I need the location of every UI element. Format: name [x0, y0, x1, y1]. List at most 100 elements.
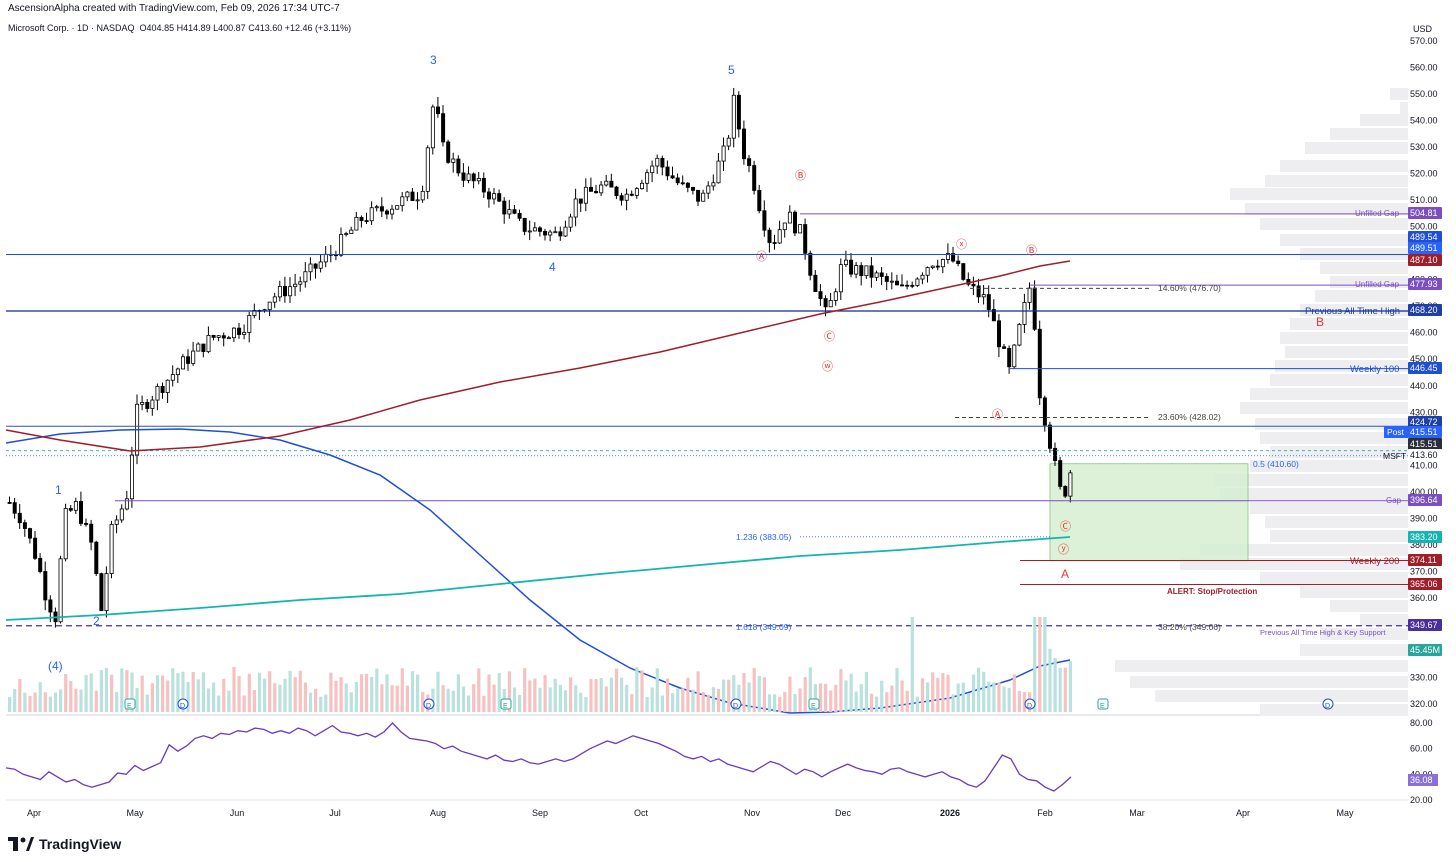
candle-down: [991, 309, 996, 322]
volume-bar: [533, 678, 537, 712]
candle-down: [201, 343, 206, 353]
ma-teal-line: [5, 536, 1071, 621]
volume-bar: [808, 667, 812, 712]
volume-bar: [99, 670, 103, 712]
corrective-wave-label: Ⓐ: [992, 408, 1003, 421]
candle-up: [507, 209, 512, 215]
price-badge-bg: [1408, 416, 1442, 428]
volume-bar: [64, 673, 68, 712]
candle-up: [721, 145, 726, 162]
price-badge-bg: [1408, 242, 1442, 254]
price-badge-bg: [1408, 254, 1442, 266]
volume-bar: [885, 692, 889, 712]
volume-bar: [1063, 667, 1067, 712]
volume-profile-bar: [1130, 676, 1408, 688]
price-badge: 45.45M: [1410, 645, 1440, 655]
volume-bar: [288, 671, 292, 712]
volume-bar: [181, 671, 185, 712]
volume-bar: [640, 670, 644, 712]
candle-down: [752, 165, 757, 191]
time-axis-label: Nov: [744, 808, 761, 818]
earnings-event-marker: [1097, 698, 1109, 710]
candle-down: [680, 182, 685, 185]
candle-down: [461, 172, 466, 181]
volume-bar: [609, 677, 613, 712]
volume-bar: [390, 685, 394, 712]
candle-down: [27, 528, 32, 539]
volume-bar: [451, 690, 455, 712]
candle-up: [124, 498, 129, 510]
candle-down: [43, 571, 48, 601]
volume-profile-bar: [1330, 600, 1408, 612]
corrective-wave-label: Ⓒ: [1060, 520, 1071, 533]
candle-up: [196, 343, 201, 352]
volume-bar: [171, 668, 175, 712]
price-badge-bg: [1408, 619, 1442, 631]
volume-bar: [53, 692, 58, 712]
candle-down: [1053, 447, 1058, 461]
volume-bar: [252, 689, 256, 712]
candle-up: [568, 216, 573, 228]
volume-bar: [446, 688, 450, 712]
candle-down: [441, 113, 446, 143]
volume-bar: [273, 683, 277, 712]
candle-up: [889, 280, 894, 283]
symbol-tag: MSFT: [1383, 451, 1406, 461]
volume-bar: [752, 668, 756, 712]
volume-bar: [875, 696, 879, 712]
dividend-event-marker: [423, 698, 435, 710]
currency-label: USD: [1413, 24, 1433, 34]
volume-bar: [742, 672, 746, 712]
ma-red-line: [5, 260, 1071, 452]
candle-up: [1027, 287, 1032, 303]
volume-bar: [594, 679, 598, 712]
price-badge: 446.45: [1410, 363, 1438, 373]
price-badge-bg: [1408, 278, 1442, 290]
volume-bar: [191, 672, 195, 712]
candle-down: [879, 272, 884, 277]
volume-bar: [145, 694, 149, 712]
ma-blue-line: [5, 428, 1071, 714]
candle-up: [925, 267, 930, 276]
candle-down: [145, 402, 150, 409]
annotation-label: Previous All Time High & Key Support: [1260, 628, 1386, 637]
volume-bar: [150, 683, 154, 712]
candle-down: [558, 231, 563, 237]
volume-bar: [854, 691, 858, 712]
price-axis-tick: 450.00: [1410, 354, 1438, 364]
volume-profile-bar: [1300, 644, 1408, 656]
volume-bar: [757, 675, 761, 712]
volume-profile-bar: [1260, 432, 1408, 444]
volume-bar: [130, 672, 134, 712]
candle-up: [58, 558, 63, 623]
volume-bar: [982, 671, 986, 712]
volume-bar: [227, 690, 231, 712]
volume-bar: [574, 685, 578, 712]
event-label: D: [733, 703, 738, 710]
candle-down: [696, 189, 701, 202]
volume-bar: [507, 671, 511, 712]
candle-up: [114, 519, 119, 525]
candle-up: [293, 283, 298, 288]
candle-down: [849, 259, 854, 275]
candle-up: [864, 265, 869, 277]
volume-profile-bar: [1300, 586, 1408, 598]
candle-up: [216, 335, 221, 338]
volume-bar: [910, 617, 914, 712]
time-axis-label: Jul: [329, 808, 341, 818]
volume-bar: [38, 682, 42, 712]
price-badge-bg: [1408, 438, 1442, 450]
candle-up: [915, 278, 920, 286]
volume-profile-bar: [1215, 474, 1408, 486]
wave-label: 3: [430, 53, 437, 67]
candle-down: [84, 523, 89, 525]
candle-down: [497, 193, 502, 202]
volume-bar: [380, 684, 384, 712]
candle-down: [160, 385, 165, 393]
candle-up: [940, 259, 945, 268]
price-badge-bg: [1408, 449, 1442, 461]
candle-down: [675, 177, 680, 184]
candle-up: [838, 264, 843, 293]
price-axis-tick: 330.00: [1410, 672, 1438, 682]
